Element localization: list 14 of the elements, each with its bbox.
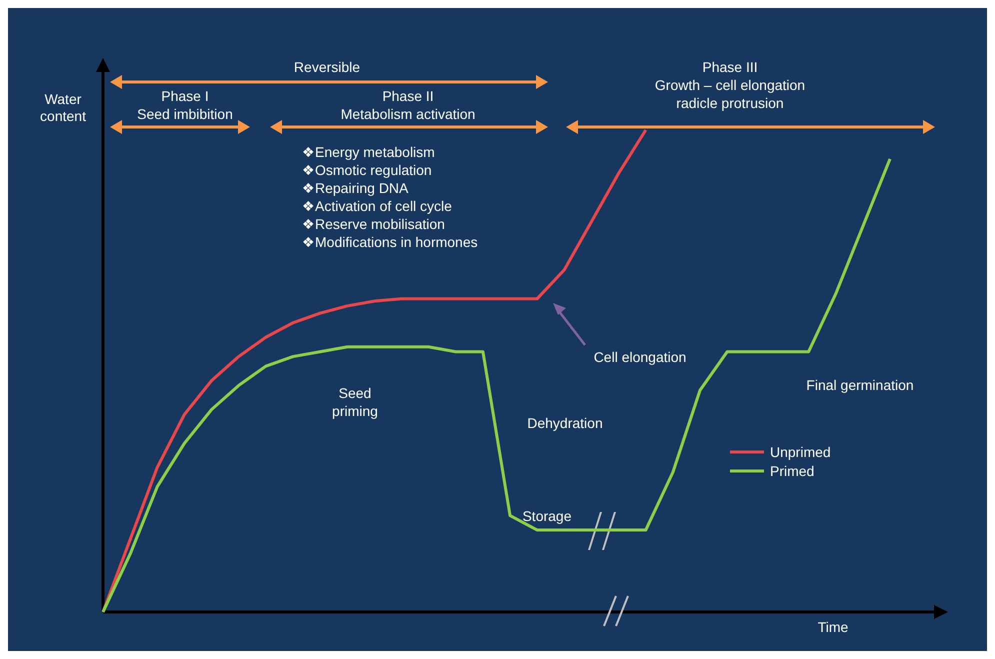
text: Phase I Seed imbibition xyxy=(137,88,233,122)
annotation: Storage xyxy=(522,508,572,524)
text: Reversible xyxy=(294,59,360,75)
annotation: Seed priming xyxy=(332,385,378,419)
annotation: ❖Energy metabolism ❖Osmotic regulation ❖Repairing DNA ❖Activation of cell cycle ❖Reserve mobilisation ❖Modifications in hormones xyxy=(302,144,478,250)
y-axis-title: Water content xyxy=(40,91,86,124)
legend-label: Unprimed xyxy=(770,444,831,460)
annotation: Dehydration xyxy=(527,415,603,431)
x-axis-title: Time xyxy=(818,619,849,635)
annotation: Cell elongation xyxy=(594,349,686,365)
text: Phase III Growth – cell elongation radicle protrusion xyxy=(654,59,806,111)
annotation: Final germination xyxy=(806,377,914,393)
text: Phase II Metabolism activation xyxy=(340,88,476,122)
legend-label: Primed xyxy=(770,463,814,479)
